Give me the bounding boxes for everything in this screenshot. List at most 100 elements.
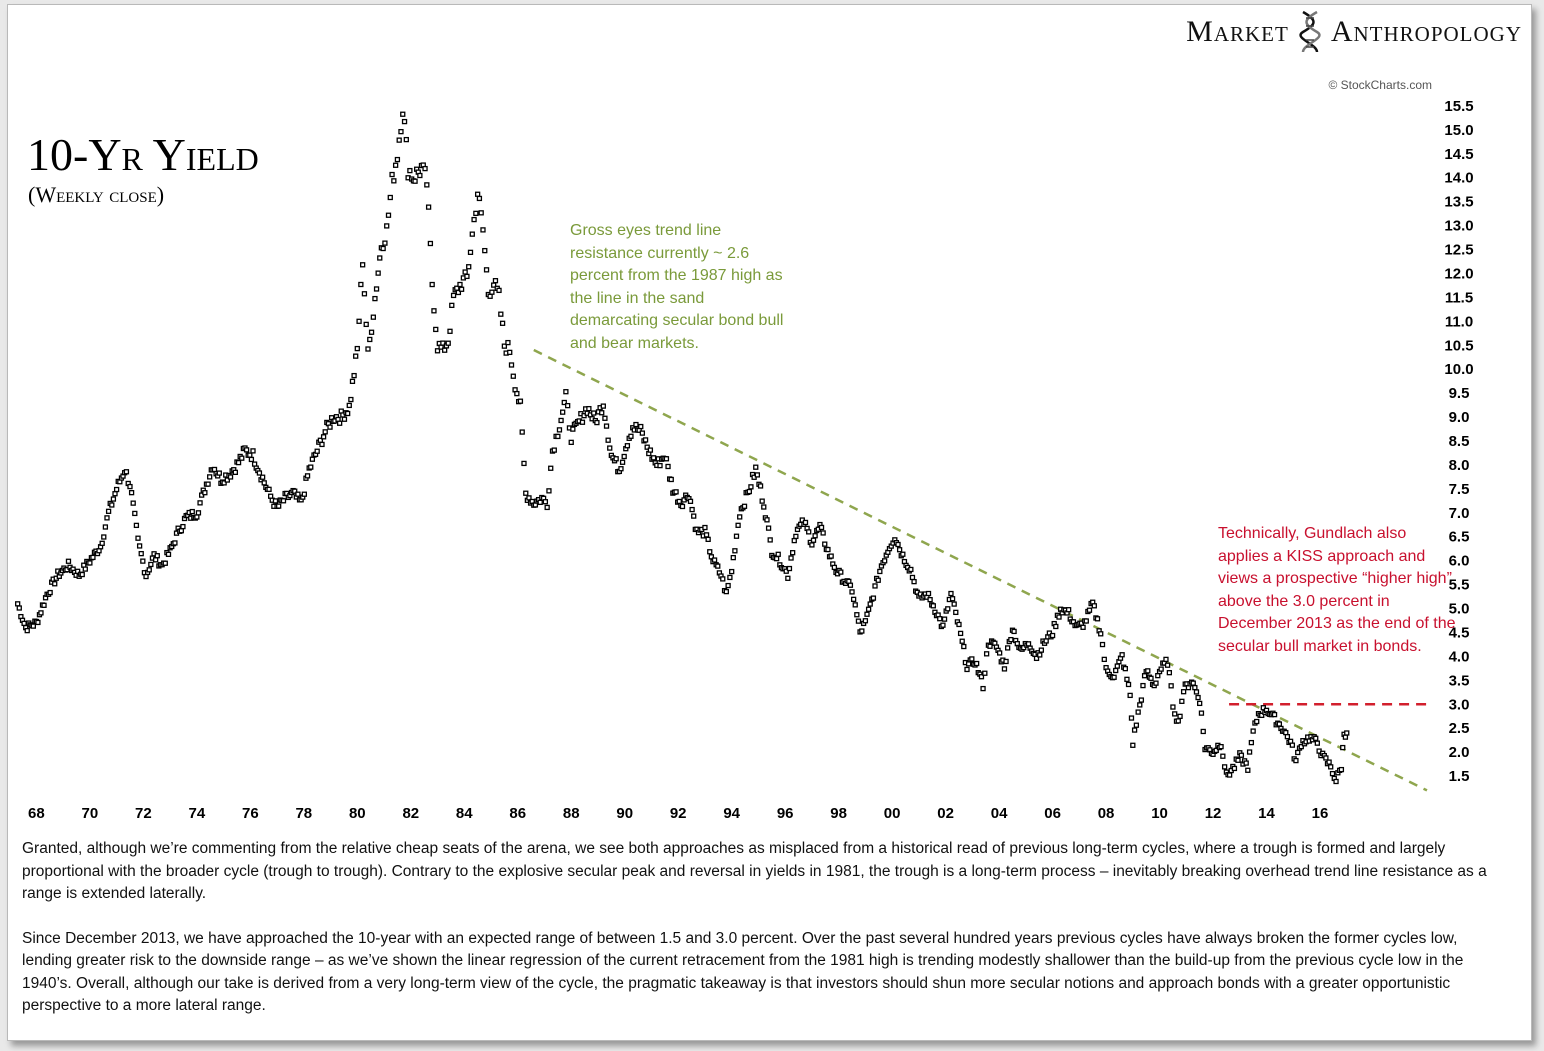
data-point xyxy=(773,556,780,562)
data-point xyxy=(1001,666,1008,672)
data-point xyxy=(900,551,906,557)
data-point xyxy=(639,430,646,436)
data-point xyxy=(603,423,610,429)
data-point xyxy=(941,616,948,622)
data-point xyxy=(1333,778,1339,785)
data-point xyxy=(1011,628,1017,635)
data-point xyxy=(1101,656,1107,663)
data-point xyxy=(621,453,627,460)
data-point xyxy=(336,420,343,426)
data-point xyxy=(1065,607,1072,613)
data-point xyxy=(737,514,743,520)
copyright-text: © StockCharts.com xyxy=(1328,78,1432,92)
data-point xyxy=(785,575,791,581)
annotation-green: Gross eyes trend line resistance current… xyxy=(570,222,784,352)
data-point xyxy=(825,546,831,553)
data-point xyxy=(1192,684,1198,691)
data-point xyxy=(633,421,639,428)
data-point xyxy=(309,456,316,462)
data-point xyxy=(1289,742,1296,748)
data-point xyxy=(15,601,21,607)
data-point xyxy=(607,445,613,451)
data-point xyxy=(79,571,85,578)
data-point xyxy=(384,223,390,229)
data-point xyxy=(551,447,557,453)
data-point xyxy=(1122,665,1128,672)
data-point xyxy=(895,541,901,548)
x-tick-label: 12 xyxy=(1205,805,1222,822)
data-point xyxy=(544,504,550,511)
data-point xyxy=(377,255,383,261)
data-point xyxy=(526,495,532,501)
data-point xyxy=(239,455,245,461)
data-point xyxy=(1049,632,1056,639)
data-point xyxy=(812,533,818,539)
x-tick-label: 94 xyxy=(723,805,740,822)
data-point xyxy=(109,502,115,508)
data-point xyxy=(911,578,917,585)
data-point xyxy=(505,339,511,346)
data-point xyxy=(558,417,564,424)
data-point xyxy=(482,247,488,254)
data-point xyxy=(1326,759,1332,765)
data-point xyxy=(1003,658,1009,665)
y-tick-label: 10.0 xyxy=(1444,361,1473,378)
data-point xyxy=(1338,766,1345,773)
x-tick-label: 76 xyxy=(242,805,259,822)
data-point xyxy=(445,340,451,346)
x-tick-label: 70 xyxy=(82,805,99,822)
data-point xyxy=(1235,757,1241,763)
data-point xyxy=(1284,734,1291,740)
data-point xyxy=(389,171,395,178)
data-point xyxy=(498,311,504,317)
data-point xyxy=(422,165,428,172)
data-point xyxy=(194,514,200,520)
data-point xyxy=(1328,764,1334,770)
data-point xyxy=(642,437,649,443)
data-point xyxy=(1193,689,1200,695)
data-point xyxy=(865,606,872,612)
data-point xyxy=(1195,694,1201,701)
data-point xyxy=(875,577,881,583)
x-tick-label: 88 xyxy=(563,805,580,822)
data-point xyxy=(1038,647,1045,653)
data-point xyxy=(387,194,393,201)
data-point xyxy=(1218,743,1224,750)
data-point xyxy=(707,549,713,555)
data-point xyxy=(767,537,773,543)
data-point xyxy=(450,292,457,299)
data-point xyxy=(650,455,657,461)
data-point xyxy=(1245,767,1251,773)
data-point xyxy=(1056,614,1062,620)
data-point xyxy=(123,469,130,475)
data-point xyxy=(105,508,112,514)
data-point xyxy=(1246,749,1253,755)
data-point xyxy=(433,326,439,333)
data-point xyxy=(1138,697,1145,703)
data-point xyxy=(320,434,327,440)
data-point xyxy=(1172,711,1178,717)
data-point xyxy=(624,443,631,449)
data-point xyxy=(424,182,430,188)
data-point xyxy=(35,619,41,626)
x-tick-label: 08 xyxy=(1098,805,1115,822)
data-point xyxy=(982,670,988,676)
data-point xyxy=(1254,718,1260,725)
chart-subtitle: (Weekly close) xyxy=(28,182,165,207)
data-point xyxy=(148,561,154,568)
data-point xyxy=(668,476,674,483)
data-point xyxy=(687,498,694,504)
y-tick-label: 8.5 xyxy=(1449,433,1470,450)
data-point xyxy=(579,419,586,425)
data-point xyxy=(455,289,462,296)
data-point xyxy=(133,522,140,529)
data-point xyxy=(720,576,726,582)
data-point xyxy=(1220,753,1226,759)
data-point xyxy=(1033,655,1040,662)
data-point xyxy=(178,528,184,534)
data-point xyxy=(373,286,380,292)
data-point xyxy=(1340,744,1346,751)
x-tick-label: 86 xyxy=(509,805,526,822)
data-point xyxy=(638,423,644,430)
data-point xyxy=(1127,692,1133,699)
